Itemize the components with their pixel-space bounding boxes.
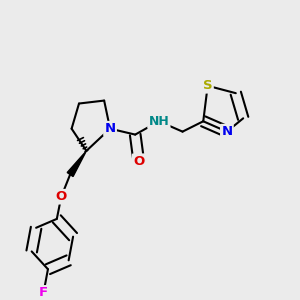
- Text: O: O: [56, 190, 67, 203]
- Text: S: S: [203, 79, 212, 92]
- Polygon shape: [67, 151, 86, 176]
- Text: NH: NH: [148, 115, 169, 128]
- Text: N: N: [104, 122, 116, 135]
- Text: O: O: [133, 155, 144, 168]
- Text: N: N: [221, 125, 233, 138]
- Text: F: F: [39, 286, 48, 299]
